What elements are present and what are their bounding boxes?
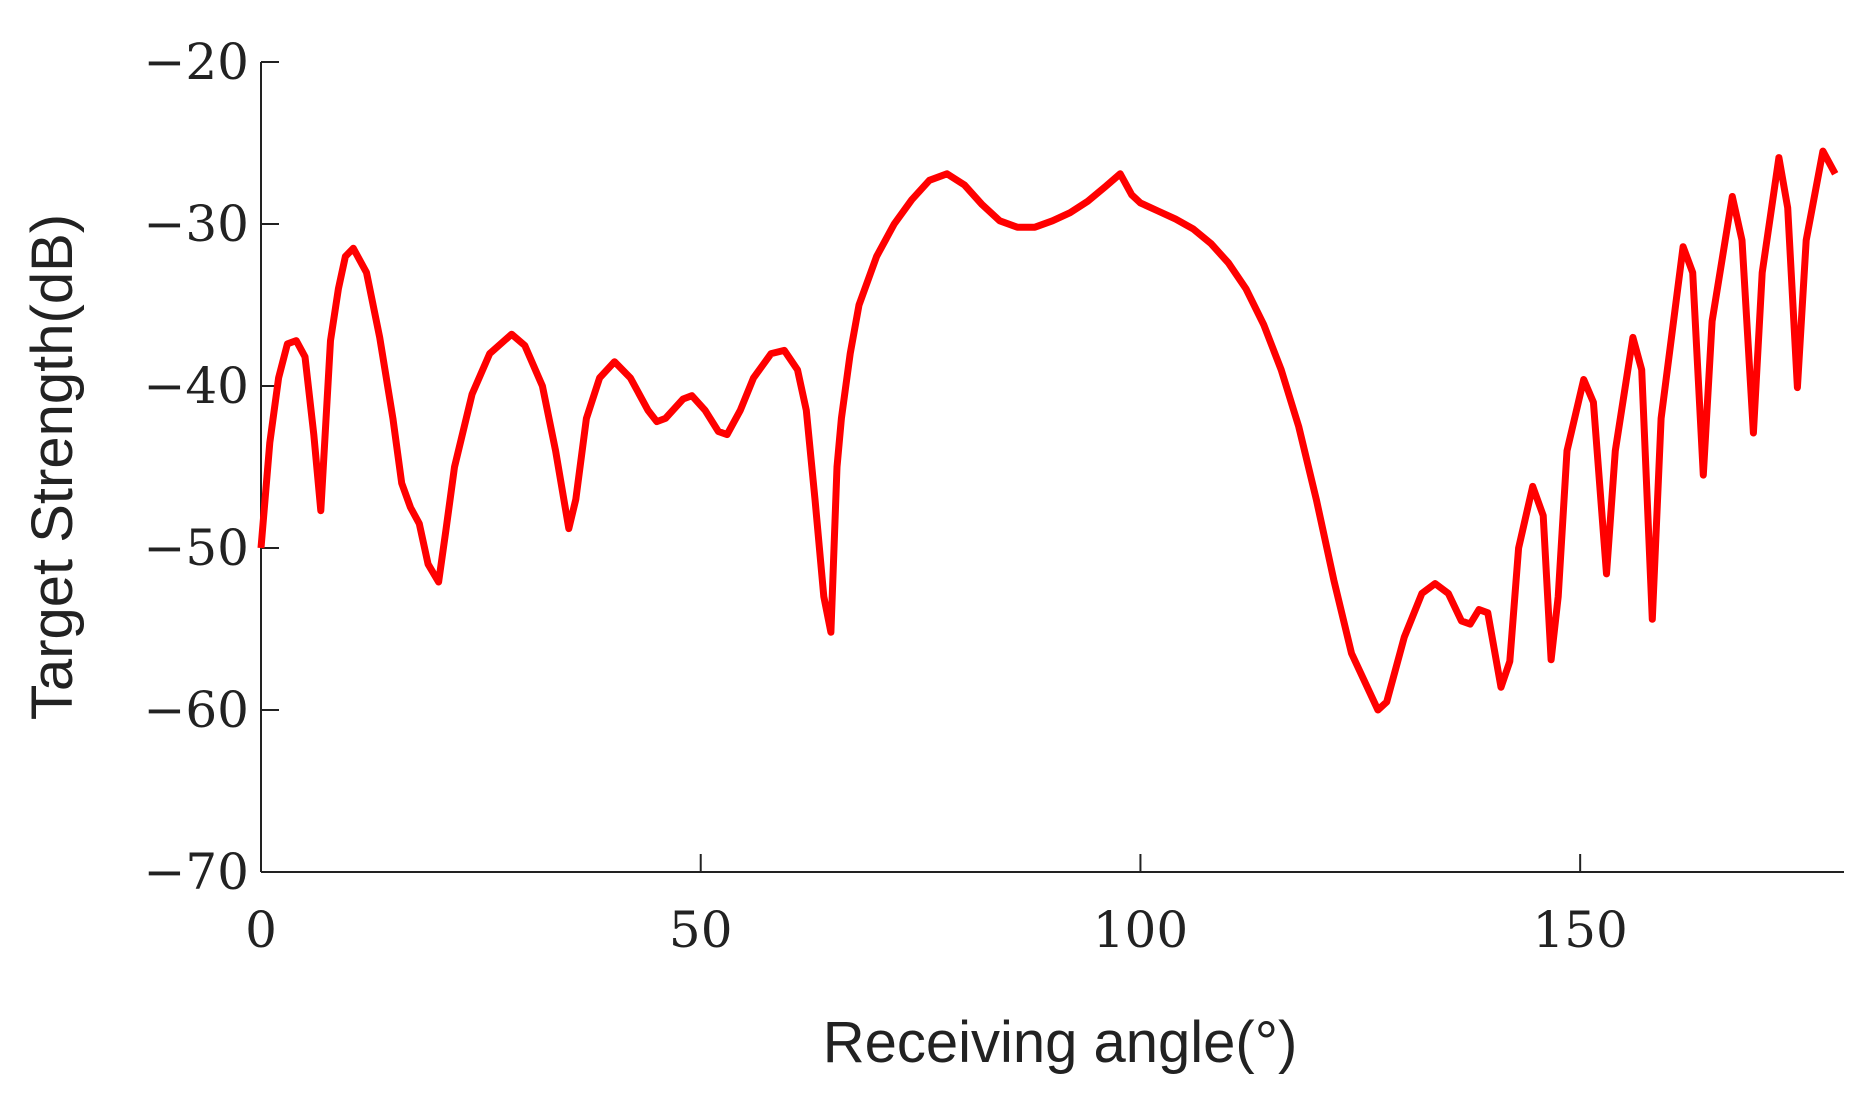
y-tick-label: −60: [143, 681, 249, 739]
y-tick-label: −70: [143, 843, 249, 901]
x-tick-label: 150: [1532, 901, 1627, 959]
x-tick-label: 50: [669, 901, 733, 959]
y-tick-label: −50: [143, 519, 249, 577]
y-tick-label: −30: [143, 195, 249, 253]
y-tick-label: −40: [143, 357, 249, 415]
y-axis-label: Target Strength(dB): [20, 214, 85, 720]
x-axis-label: Receiving angle(°): [823, 1010, 1298, 1075]
x-tick-label: 100: [1093, 901, 1188, 959]
x-tick-label: 0: [245, 901, 277, 959]
data-line: [257, 147, 1839, 714]
y-tick-label: −20: [143, 33, 249, 91]
